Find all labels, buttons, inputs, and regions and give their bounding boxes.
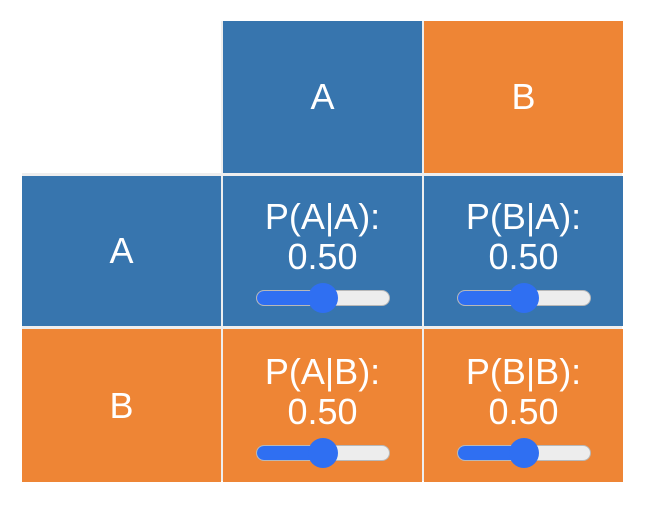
probability-slider[interactable] xyxy=(456,283,591,313)
probability-cell-b-b: P(B|B): 0.50 xyxy=(424,329,623,482)
row-header-a-label: A xyxy=(109,230,134,271)
probability-label: P(B|B): xyxy=(465,350,582,392)
probability-slider[interactable] xyxy=(255,283,390,313)
probability-label: P(A|A): xyxy=(264,196,381,237)
slider-fill xyxy=(256,445,323,460)
probability-cell-a-a: P(A|A): 0.50 xyxy=(223,176,422,326)
slider-thumb[interactable] xyxy=(508,283,539,313)
slider-thumb[interactable] xyxy=(307,283,338,313)
slider-fill xyxy=(457,291,524,305)
row-header-b: B xyxy=(22,329,221,482)
row-header-b-label: B xyxy=(109,384,134,426)
row-header-a: A xyxy=(22,176,221,326)
probability-slider[interactable] xyxy=(456,437,591,468)
probability-cell-a-b: P(A|B): 0.50 xyxy=(223,329,422,482)
slider-thumb[interactable] xyxy=(307,437,338,468)
probability-value: 0.50 xyxy=(287,236,358,277)
slider-fill xyxy=(457,445,524,460)
column-header-b-label: B xyxy=(511,76,536,117)
probability-slider[interactable] xyxy=(255,437,390,468)
slider-fill xyxy=(256,291,323,305)
corner-cell xyxy=(22,21,221,173)
probability-value: 0.50 xyxy=(488,390,559,432)
probability-label: P(B|A): xyxy=(465,196,582,237)
probability-value: 0.50 xyxy=(488,236,559,277)
slider-thumb[interactable] xyxy=(508,437,539,468)
probability-value: 0.50 xyxy=(287,390,358,432)
probability-label: P(A|B): xyxy=(264,350,381,392)
column-header-a: A xyxy=(223,21,422,173)
column-header-b: B xyxy=(424,21,623,173)
probability-cell-b-a: P(B|A): 0.50 xyxy=(424,176,623,326)
transition-matrix: A B A P(A|A): 0.50 P(B|A): 0.50 B P(A|B)… xyxy=(22,21,623,482)
column-header-a-label: A xyxy=(310,76,335,117)
